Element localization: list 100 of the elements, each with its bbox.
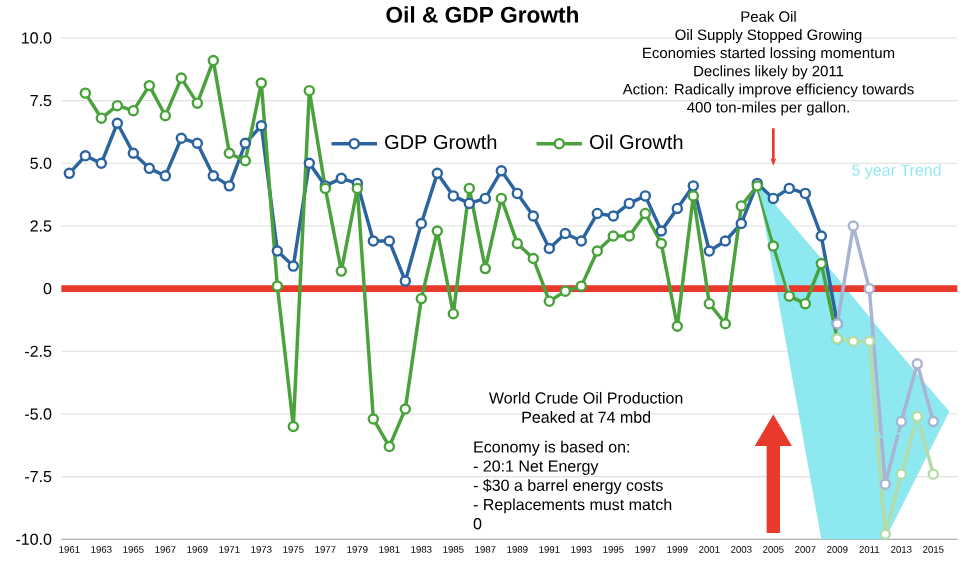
point: [447, 190, 460, 202]
point: [639, 207, 652, 220]
point: [559, 227, 572, 240]
point: [239, 155, 252, 167]
point: [175, 132, 188, 144]
point: [767, 192, 780, 205]
point: [671, 202, 684, 215]
point: [719, 235, 732, 247]
y-tick-label: 2.5: [30, 220, 52, 232]
point: [863, 282, 876, 295]
point: [911, 358, 924, 370]
annotation: World Crude Oil Production: [488, 391, 683, 404]
point: [735, 217, 748, 230]
point: [687, 190, 700, 202]
annotation: - Replacements must match: [473, 498, 672, 514]
point: [703, 297, 716, 310]
point: [239, 137, 252, 149]
point: [415, 217, 428, 230]
y-tick-label: 5.0: [30, 157, 52, 169]
point: [95, 112, 108, 124]
point: [287, 420, 300, 433]
annotation: Peaked at 74 mbd: [522, 411, 650, 423]
point: [79, 150, 92, 162]
point: [159, 170, 172, 182]
point: [463, 197, 476, 210]
point: [591, 207, 604, 220]
point: [655, 237, 668, 250]
point: [111, 99, 124, 112]
y-tick-label: -10.0: [16, 533, 52, 545]
point: [543, 295, 556, 307]
point: [207, 54, 220, 67]
y-tick-label: 10.0: [22, 32, 52, 44]
point: [591, 245, 604, 257]
point: [143, 162, 156, 175]
point: [271, 245, 284, 257]
y-tick-label: -7.5: [25, 471, 52, 483]
point: [383, 440, 396, 453]
point: [399, 275, 412, 287]
point: [735, 200, 748, 212]
point: [783, 290, 796, 302]
text: 5 year Trend: [852, 164, 941, 179]
point: [815, 257, 828, 270]
point: [879, 478, 892, 490]
point: [223, 180, 236, 192]
point: [367, 413, 380, 425]
point: [815, 230, 828, 242]
point: [495, 165, 508, 177]
point: [575, 235, 588, 247]
point: [511, 237, 524, 250]
point: [255, 77, 268, 89]
point: [495, 192, 508, 205]
point: [383, 235, 396, 247]
point: [223, 147, 236, 160]
point: [527, 210, 540, 222]
point: [191, 97, 204, 109]
y-tick-label: -5.0: [25, 408, 52, 420]
point: [511, 187, 524, 200]
point: [543, 242, 556, 255]
point: [847, 220, 860, 232]
point: [527, 252, 540, 265]
point: [863, 335, 876, 348]
legend-label: GDP Growth: [385, 134, 497, 150]
point: [799, 297, 812, 310]
annotation: - 20:1 Net Energy: [473, 460, 599, 475]
y-tick-label: 0: [43, 282, 52, 295]
point: [351, 182, 364, 195]
point: [191, 137, 204, 149]
point: [271, 280, 284, 292]
point: [415, 292, 428, 305]
point: [127, 104, 140, 117]
point: [575, 280, 588, 292]
y-tick-label: -2.5: [25, 345, 52, 357]
point: [399, 403, 412, 415]
point: [479, 192, 492, 205]
point: [879, 528, 892, 541]
point: [623, 197, 636, 210]
point: [559, 285, 572, 297]
point: [607, 230, 620, 242]
point: [303, 157, 316, 170]
chart-title: Oil & GDP Growth: [386, 6, 578, 23]
point: [927, 415, 940, 428]
point: [895, 415, 908, 428]
point: [143, 79, 156, 92]
point: [847, 335, 860, 348]
legend-label: Oil Growth: [590, 134, 683, 150]
point: [303, 84, 316, 97]
annotation: 0: [473, 518, 482, 530]
point: [367, 235, 380, 247]
point: [783, 182, 796, 195]
point: [639, 190, 652, 202]
point: [207, 170, 220, 182]
point: [655, 225, 668, 237]
point: [703, 245, 716, 257]
point: [671, 320, 684, 332]
annotation: - $30 a barrel energy costs: [473, 478, 663, 495]
point: [335, 172, 348, 185]
point: [255, 119, 268, 132]
point: [431, 167, 444, 180]
point: [95, 157, 108, 170]
point: [287, 260, 300, 272]
